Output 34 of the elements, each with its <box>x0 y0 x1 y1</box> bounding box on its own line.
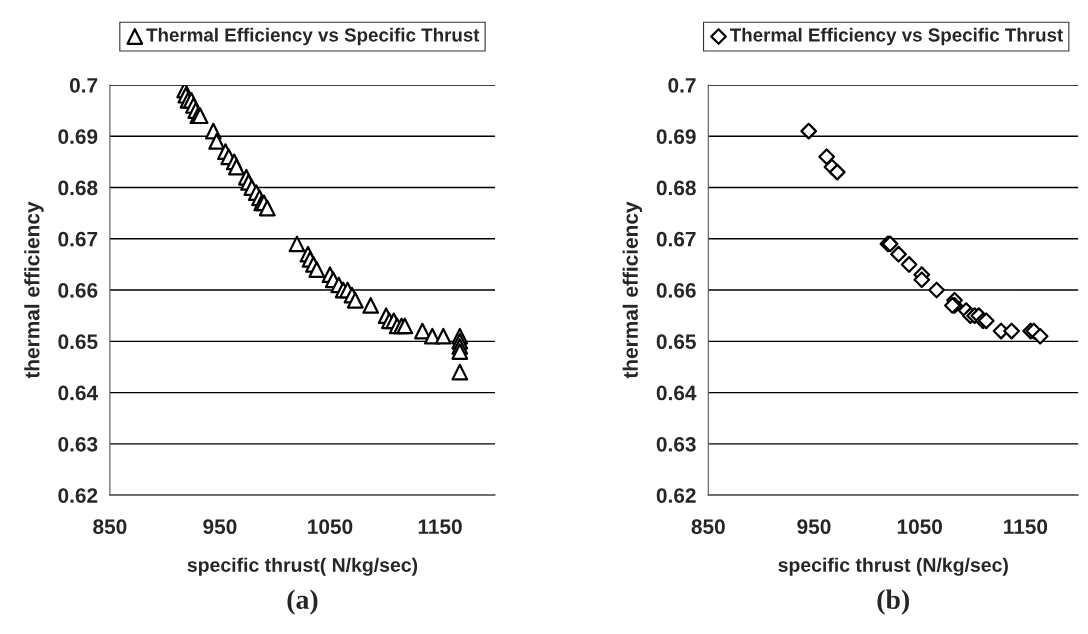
legend-label: Thermal Efficiency vs Specific Thrust <box>730 27 1063 46</box>
text: (b) <box>877 589 909 615</box>
y-tick-label: 0.65 <box>58 334 98 350</box>
x-tick-label: 850 <box>93 519 127 535</box>
x-axis-title: specific thrust (N/kg/sec) <box>778 557 1008 576</box>
x-tick-label: 1050 <box>897 519 942 535</box>
y-axis-title: thermal efficiency <box>24 201 44 379</box>
text: (a) <box>287 589 318 615</box>
y-tick-label: 0.67 <box>58 231 98 247</box>
y-tick-label: 0.68 <box>656 180 696 196</box>
y-tick-label: 0.63 <box>656 436 696 452</box>
y-tick-label: 0.64 <box>58 385 98 401</box>
y-tick-label: 0.7 <box>668 77 696 93</box>
x-axis-title: specific thrust( N/kg/sec) <box>187 557 418 576</box>
y-tick-label: 0.62 <box>656 488 696 503</box>
x-tick-label: 850 <box>691 519 725 535</box>
x-tick-label: 1050 <box>308 519 353 535</box>
y-tick-label: 0.66 <box>58 283 98 298</box>
y-axis-title: thermal efficiency <box>622 201 643 379</box>
legend-label: Thermal Efficiency vs Specific Thrust <box>146 27 480 46</box>
x-tick-label: 1150 <box>418 519 462 535</box>
y-tick-label: 0.64 <box>656 385 697 401</box>
x-tick-label: 1150 <box>1004 519 1048 535</box>
y-tick-label: 0.69 <box>656 129 696 144</box>
x-tick-label: 950 <box>203 519 237 535</box>
y-tick-label: 0.65 <box>656 334 696 350</box>
y-tick-label: 0.69 <box>58 129 98 144</box>
x-tick-label: 950 <box>797 519 831 535</box>
y-tick-label: 0.63 <box>58 436 98 452</box>
y-tick-label: 0.67 <box>656 231 696 247</box>
y-tick-label: 0.66 <box>656 283 696 298</box>
y-tick-label: 0.62 <box>58 488 98 503</box>
y-tick-label: 0.68 <box>58 180 98 196</box>
y-tick-label: 0.7 <box>69 77 98 93</box>
